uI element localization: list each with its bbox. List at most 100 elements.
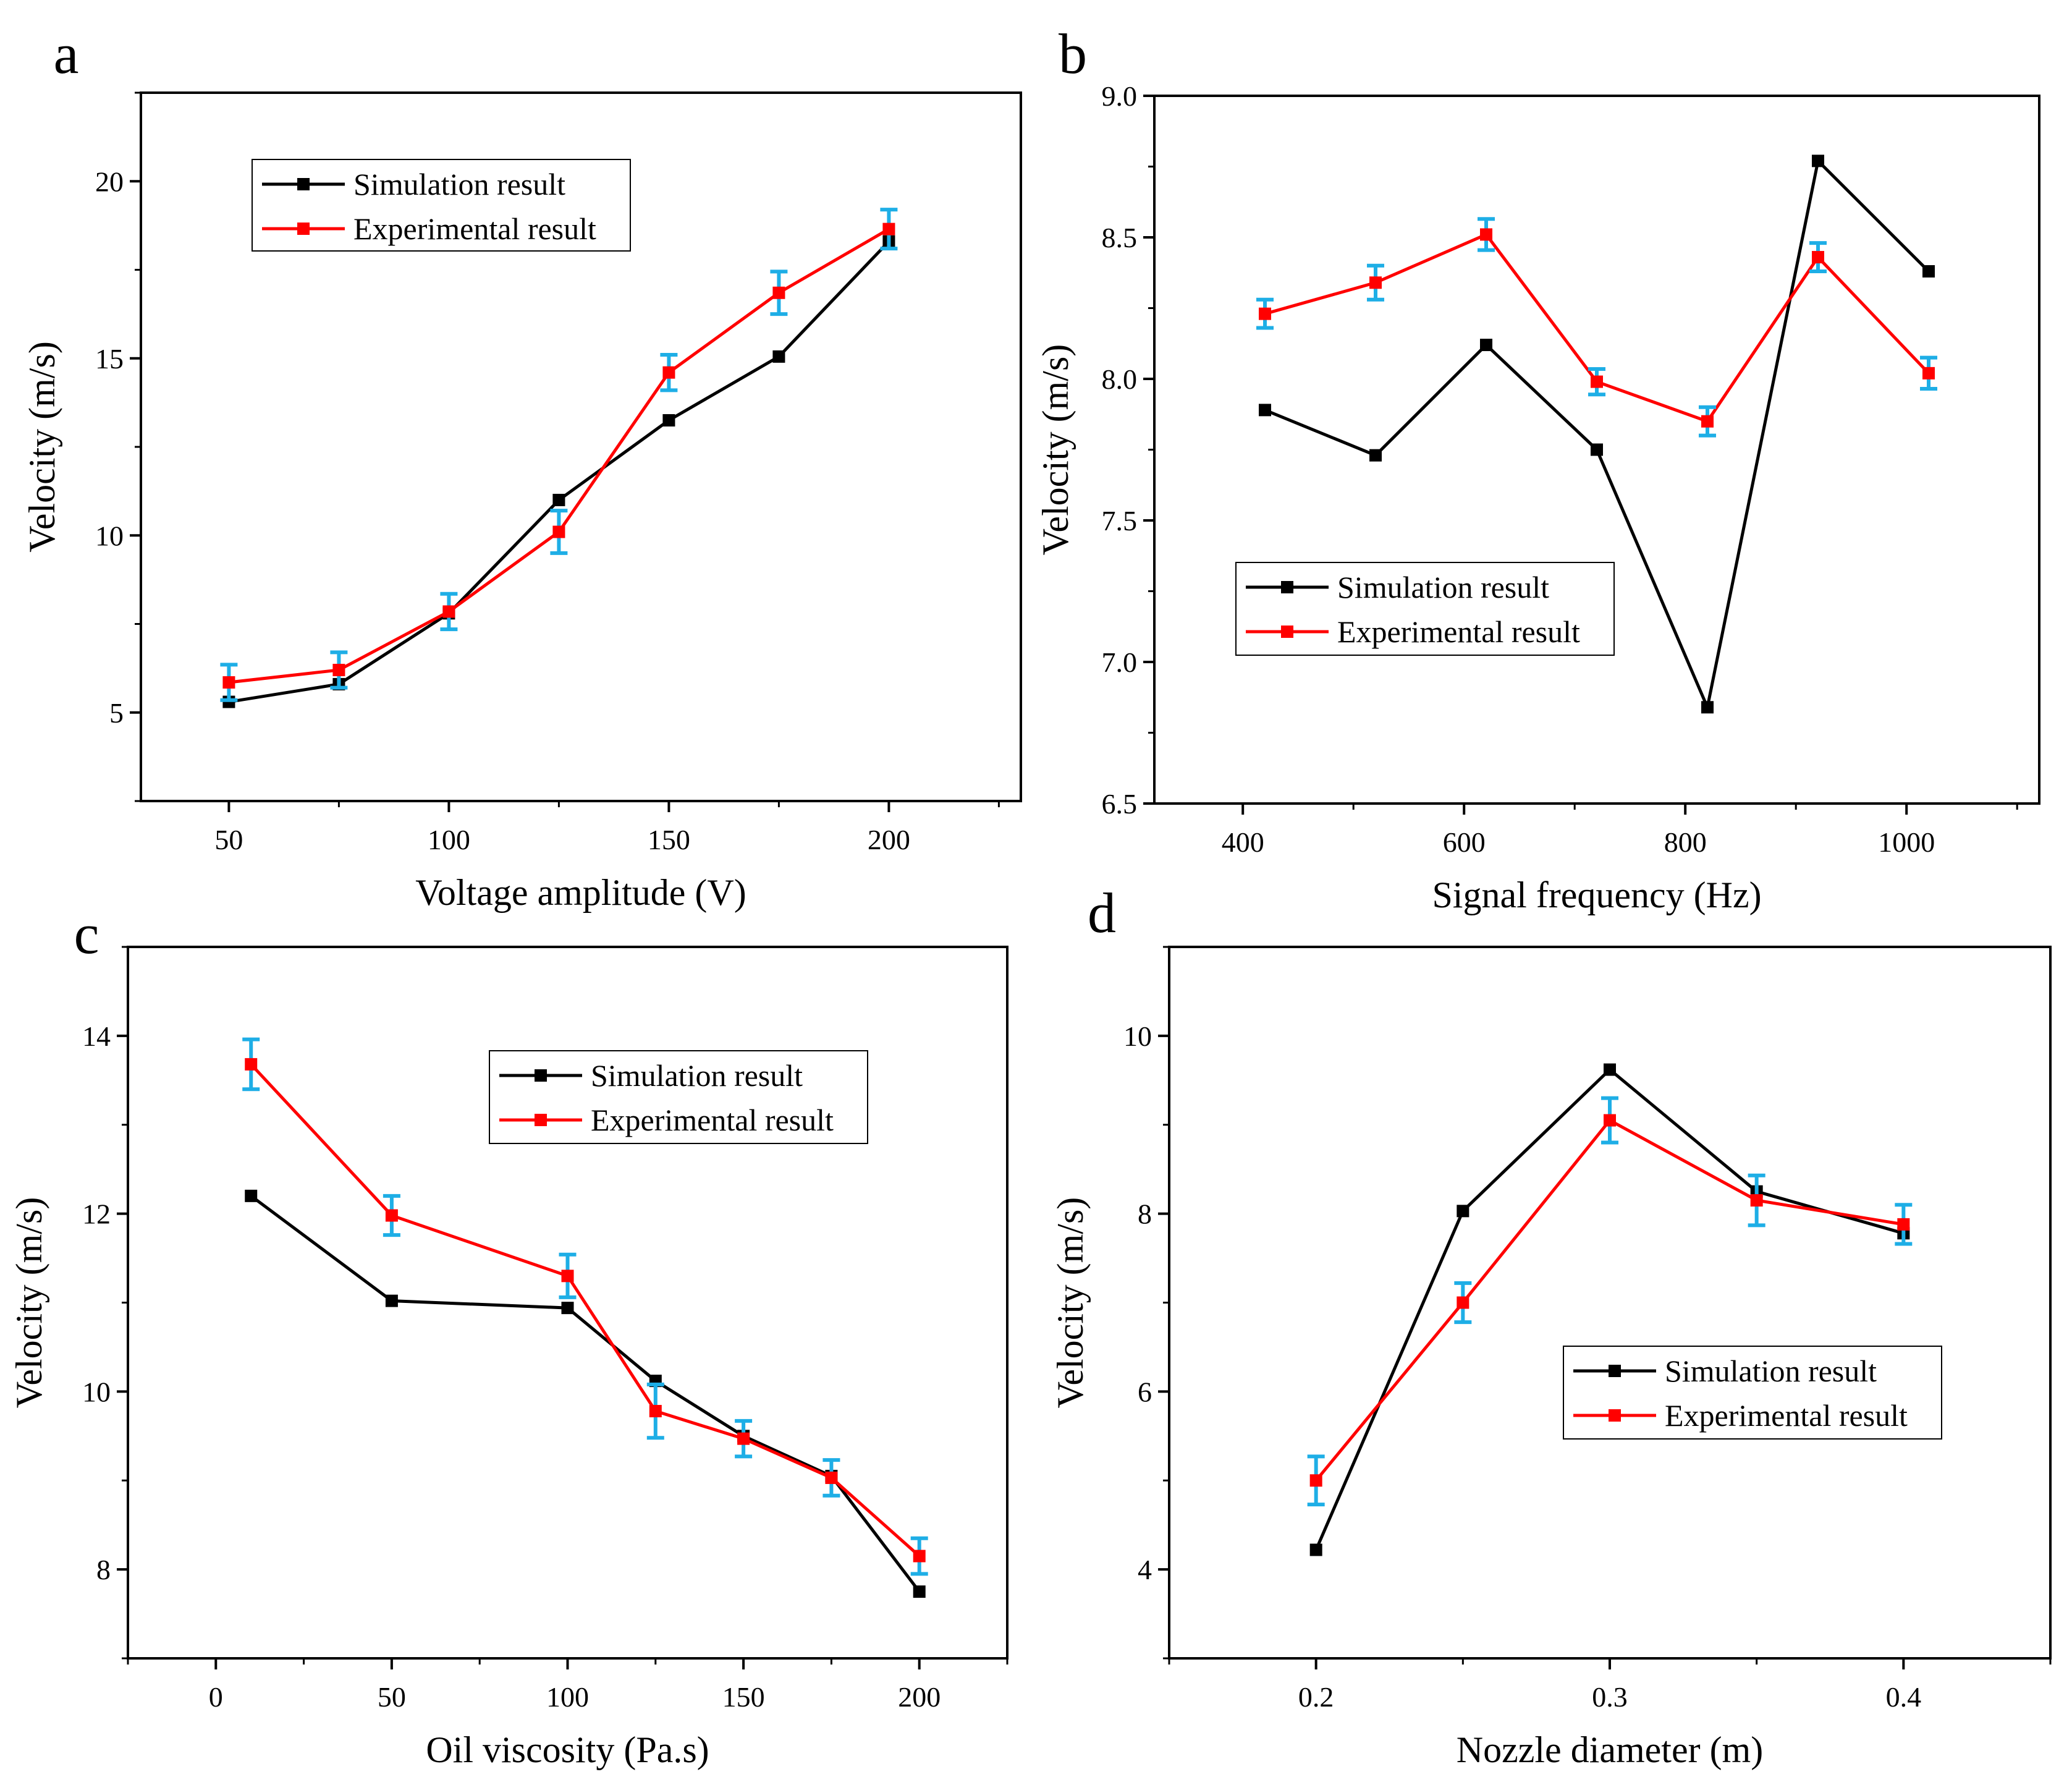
data-point — [649, 1405, 662, 1418]
x-tick-label: 400 — [1222, 826, 1264, 858]
data-point — [913, 1585, 926, 1598]
data-point — [1259, 307, 1271, 320]
legend-item: Experimental result — [499, 1103, 834, 1137]
data-point — [1591, 443, 1603, 456]
x-tick-label: 0.4 — [1886, 1681, 1922, 1713]
y-tick-label: 10 — [82, 1376, 111, 1407]
series-experimental — [220, 208, 898, 702]
data-point — [1259, 404, 1271, 417]
series-line — [229, 227, 890, 684]
x-tick-label: 50 — [214, 824, 243, 855]
y-tick-label: 10 — [1123, 1020, 1152, 1052]
y-axis-title: Velocity (m/s) — [9, 1197, 49, 1409]
data-point — [882, 223, 895, 235]
data-point — [1591, 375, 1603, 388]
panel-letter: b — [1059, 22, 1087, 85]
legend-swatch-marker — [297, 178, 310, 190]
y-tick-label: 8.0 — [1102, 363, 1138, 395]
data-point — [1922, 265, 1935, 278]
y-tick-label: 15 — [95, 343, 124, 375]
x-tick-label: 0.3 — [1592, 1681, 1628, 1713]
data-point — [1701, 415, 1714, 428]
data-point — [245, 1189, 258, 1202]
data-point — [1369, 449, 1382, 462]
legend: Simulation result Experimental result — [252, 159, 631, 252]
x-tick-label: 800 — [1664, 826, 1707, 858]
data-point — [385, 1209, 398, 1222]
y-tick-label: 7.5 — [1102, 505, 1138, 536]
data-point — [1897, 1218, 1910, 1231]
data-point — [1604, 1063, 1616, 1076]
data-point — [552, 525, 565, 538]
y-tick-label: 9.0 — [1102, 80, 1138, 112]
panel-letter: d — [1088, 881, 1116, 944]
data-point — [561, 1270, 574, 1283]
y-tick-label: 7.0 — [1102, 647, 1138, 678]
data-point — [1369, 276, 1382, 289]
data-point — [737, 1432, 750, 1445]
chart-panel-b: b 400 600 800 1000 6.5 7.0 7.5 8.0 8.5 9.0 Signal f… — [1035, 22, 2040, 915]
legend-swatch-marker — [297, 223, 310, 235]
data-point — [913, 1550, 926, 1563]
data-point — [332, 663, 345, 676]
legend-item: Experimental result — [1573, 1398, 1908, 1433]
x-axis-title: Nozzle diameter (m) — [1457, 1729, 1763, 1770]
panel-letter: c — [74, 902, 99, 965]
data-point — [245, 1058, 258, 1071]
data-point — [552, 493, 565, 506]
x-axis-title: Oil viscosity (Pa.s) — [426, 1729, 709, 1770]
series-experimental — [242, 1037, 928, 1576]
x-tick-label: 1000 — [1878, 826, 1935, 858]
legend-item: Experimental result — [262, 211, 596, 246]
data-point — [825, 1471, 838, 1484]
x-tick-label: 150 — [648, 824, 690, 855]
legend-label: Simulation result — [353, 167, 565, 201]
x-tick-label: 600 — [1443, 826, 1486, 858]
x-tick-label: 0 — [209, 1681, 223, 1713]
x-tick-label: 100 — [546, 1681, 589, 1713]
legend-swatch-marker — [535, 1069, 547, 1082]
x-tick-label: 200 — [868, 824, 910, 855]
data-point — [772, 350, 785, 363]
legend-swatch-marker — [1281, 581, 1293, 593]
y-tick-label: 10 — [95, 520, 124, 551]
legend-box — [1563, 1346, 1942, 1440]
series-simulation — [1259, 155, 1935, 714]
x-tick-label: 50 — [378, 1681, 406, 1713]
chart-panel-c: c 0 50 100 150 200 8 10 12 14 Oil viscosity (Pa.s)… — [9, 902, 1009, 1770]
legend-swatch-marker — [1609, 1365, 1621, 1377]
legend-swatch-marker — [1609, 1409, 1621, 1422]
y-tick-label: 6 — [1138, 1376, 1152, 1407]
data-point — [222, 676, 235, 689]
legend-item: Simulation result — [1246, 570, 1549, 604]
legend-box — [252, 159, 631, 252]
legend-label: Simulation result — [591, 1058, 803, 1093]
data-point — [1480, 228, 1492, 241]
series-simulation — [222, 235, 895, 708]
data-point — [1750, 1194, 1763, 1207]
x-axis-title: Voltage amplitude (V) — [415, 872, 746, 913]
data-point — [1457, 1296, 1469, 1309]
y-tick-label: 12 — [82, 1198, 111, 1230]
series-simulation — [245, 1189, 926, 1598]
y-axis-title: Velocity (m/s) — [22, 341, 62, 553]
series-line — [229, 240, 890, 704]
data-point — [1480, 339, 1492, 352]
data-point — [772, 286, 785, 299]
data-point — [1457, 1205, 1469, 1218]
x-tick-label: 0.2 — [1298, 1681, 1334, 1713]
data-point — [1922, 367, 1935, 380]
data-point — [1701, 701, 1714, 714]
series-experimental — [1256, 217, 1937, 438]
y-axis-title: Velocity (m/s) — [1035, 344, 1076, 556]
data-point — [662, 414, 675, 427]
legend-item: Simulation result — [499, 1058, 803, 1093]
y-tick-label: 5 — [109, 697, 124, 729]
y-tick-label: 14 — [82, 1020, 111, 1052]
data-point — [662, 366, 675, 379]
legend-label: Experimental result — [591, 1103, 834, 1137]
y-tick-label: 6.5 — [1102, 788, 1138, 820]
series-experimental — [1307, 1096, 1913, 1507]
legend-label: Experimental result — [1665, 1398, 1908, 1433]
data-point — [1812, 155, 1824, 168]
